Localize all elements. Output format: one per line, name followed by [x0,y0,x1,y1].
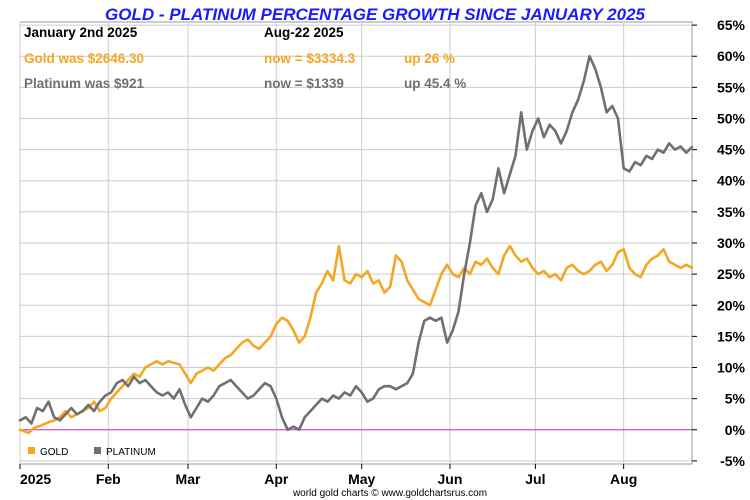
x-tick-label: 2025 [20,471,51,487]
y-tick-label: 15% [717,328,746,344]
platinum-now-label: now = $1339 [264,76,344,91]
gold-was-label: Gold was $2646.30 [24,51,144,66]
x-tick-label: Jun [438,471,463,487]
legend-gold-label: GOLD [40,447,68,458]
gold-now-label: now = $3334.3 [264,51,356,66]
x-tick-label: Apr [264,471,289,487]
series-layer [18,54,694,435]
info-block: January 2nd 2025 Aug-22 2025 Gold was $2… [24,25,466,91]
x-tick-label: Jul [525,471,545,487]
y-tick-label: 45% [717,142,746,158]
chart-title: GOLD - PLATINUM PERCENTAGE GROWTH SINCE … [105,5,646,24]
gold-series-line [18,244,694,435]
y-tick-label: 0% [725,422,746,438]
y-tick-label: 60% [717,48,746,64]
plot-area [18,21,694,465]
grid-lines [19,22,692,464]
x-tick-label: Aug [610,471,637,487]
legend-gold-swatch [28,447,35,454]
y-tick-label: 40% [717,173,746,189]
legend-platinum-label: PLATINUM [106,447,156,458]
x-tick-label: Feb [96,471,121,487]
footer-credit: world gold charts © www.goldchartsrus.co… [292,488,487,499]
y-tick-label: 20% [717,297,746,313]
y-tick-label: 50% [717,110,746,126]
platinum-series-line [18,54,694,432]
y-tick-label: 10% [717,360,746,376]
y-tick-label: 25% [717,266,746,282]
legend-platinum-swatch [94,447,101,454]
platinum-was-label: Platinum was $921 [24,76,145,91]
y-tick-label: 30% [717,235,746,251]
y-tick-label: 55% [717,79,746,95]
x-tick-label: May [348,471,375,487]
y-tick-label: 5% [725,391,746,407]
x-tick-label: Mar [176,471,201,487]
y-axis-ticks: -5% 0% 5% 10% 15% 20% 25% 30% 35% 40% 45% 50% 55% 60%… [692,17,746,469]
x-axis-ticks: 2025 Feb Mar Apr May Jun Jul Aug [19,464,637,487]
legend: GOLD PLATINUM [28,447,156,458]
platinum-up-label: up 45.4 % [404,76,466,91]
start-date-label: January 2nd 2025 [24,25,138,40]
y-tick-label: 65% [717,17,746,33]
y-tick-label: 35% [717,204,746,220]
y-tick-label: -5% [720,453,745,469]
gold-up-label: up 26 % [404,51,455,66]
end-date-label: Aug-22 2025 [264,25,344,40]
